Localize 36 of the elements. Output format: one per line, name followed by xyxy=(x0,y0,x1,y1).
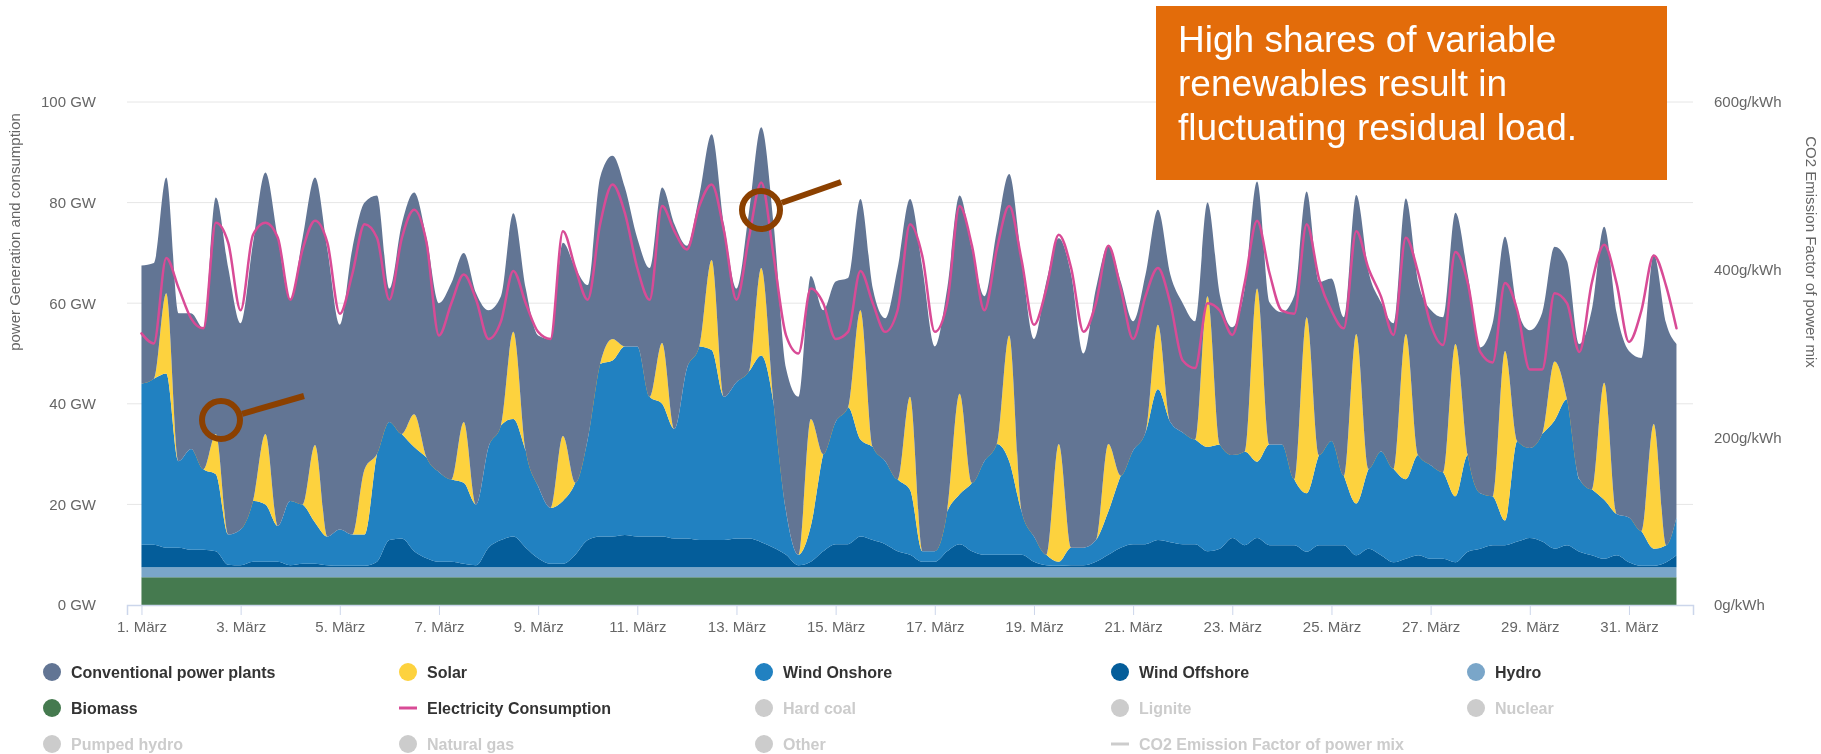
x-tick-label: 15. März xyxy=(806,617,866,635)
y2-tick-label: 600g/kWh xyxy=(1714,93,1782,111)
y-tick-label: 100 GW xyxy=(40,93,97,111)
x-tick-label: 11. März xyxy=(609,617,667,635)
x-tick-label: 19. März xyxy=(1005,617,1064,635)
legend-label: Wind Offshore xyxy=(1139,663,1250,681)
x-tick-label: 9. März xyxy=(513,617,564,635)
legend-label: Conventional power plants xyxy=(71,663,276,681)
y2-tick-label: 200g/kWh xyxy=(1714,428,1782,446)
x-tick-label: 27. März xyxy=(1401,617,1461,635)
annotation: High shares of variable renewables result in fluctuating residual load. xyxy=(1178,19,1578,148)
x-tick-label: 5. März xyxy=(315,617,366,635)
y2-tick-label: 0g/kWh xyxy=(1714,596,1765,614)
legend-label: Hydro xyxy=(1495,663,1542,681)
x-tick-label: 21. März xyxy=(1104,617,1163,635)
y-tick-label: 20 GW xyxy=(49,495,97,513)
x-tick-label: 29. März xyxy=(1501,617,1560,635)
legend-label: Electricity Consumption xyxy=(427,699,612,717)
x-tick-label: 7. März xyxy=(414,617,465,635)
x-tick-label: 13. März xyxy=(707,617,767,635)
x-tick-label: 3. März xyxy=(216,617,267,635)
legend-label: Solar xyxy=(427,663,468,681)
x-tick-label: 23. März xyxy=(1203,617,1262,635)
x-tick-label: 1. März xyxy=(116,617,167,635)
x-tick-label: 25. März xyxy=(1302,617,1362,635)
legend-label: Biomass xyxy=(71,699,138,717)
x-tick-label: 31. März xyxy=(1600,617,1659,635)
y-tick-label: 40 GW xyxy=(49,395,97,413)
y2-tick-label: 400g/kWh xyxy=(1714,260,1782,278)
x-tick-label: 17. März xyxy=(906,617,965,635)
y-tick-label: 0 GW xyxy=(57,596,97,614)
y-tick-label: 60 GW xyxy=(49,294,97,312)
y-tick-label: 80 GW xyxy=(49,193,97,211)
y-axis-title: power Generation and consumption xyxy=(6,113,23,351)
legend-label: Wind Onshore xyxy=(783,663,893,681)
y2-axis-title: CO2 Emission Factor of power mix xyxy=(1803,136,1820,369)
